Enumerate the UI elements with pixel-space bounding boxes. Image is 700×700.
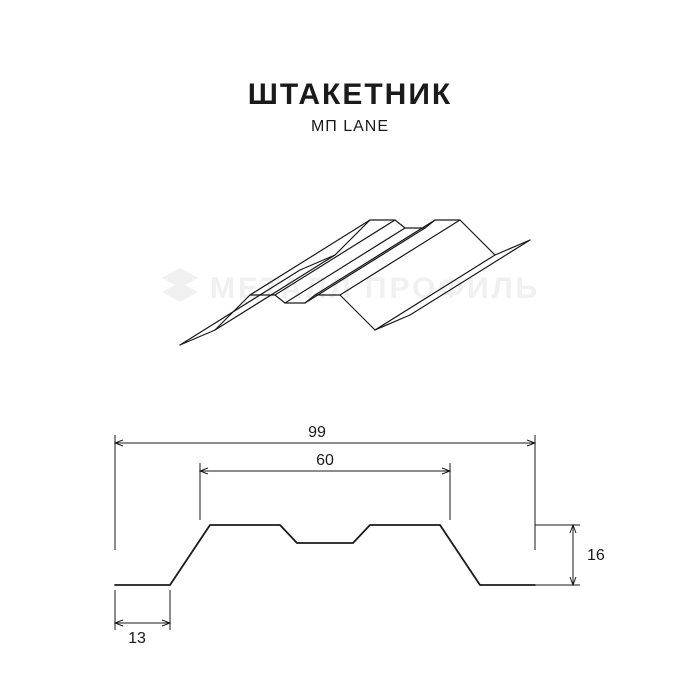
product-title: ШТАКЕТНИК (0, 78, 700, 112)
dim-flange: 13 (128, 630, 146, 647)
technical-drawing: 99 60 16 13 (85, 415, 615, 655)
product-subtitle: МП LANE (0, 118, 700, 136)
page: ШТАКЕТНИК МП LANE МЕТАЛЛ ПРОФИЛЬ (0, 0, 700, 700)
isometric-view (160, 175, 560, 385)
dim-full-width: 99 (308, 424, 326, 441)
dim-top-width: 60 (316, 452, 334, 469)
title-block: ШТАКЕТНИК МП LANE (0, 78, 700, 136)
dim-height: 16 (587, 547, 605, 564)
